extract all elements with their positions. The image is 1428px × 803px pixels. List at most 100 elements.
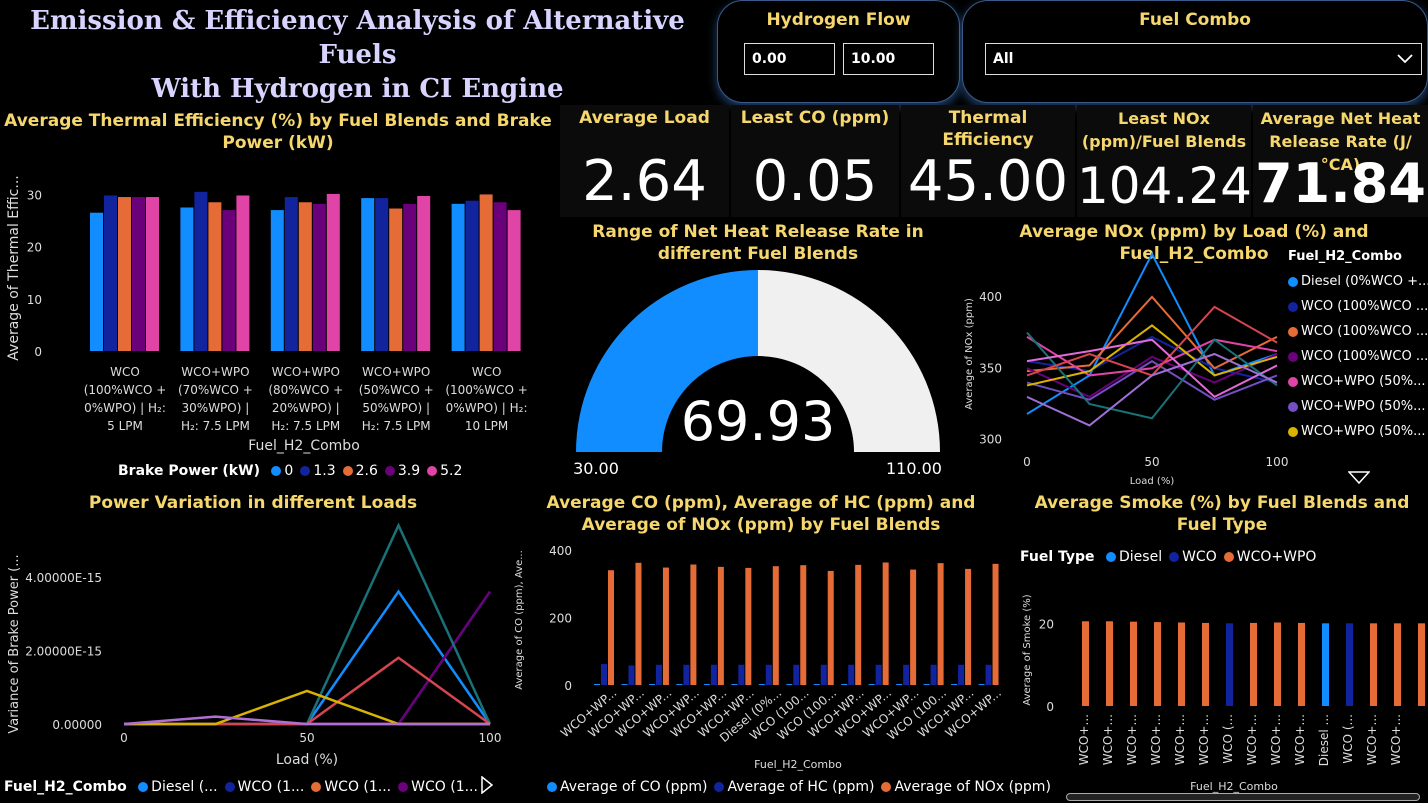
bar [284,197,298,351]
legend-label[interactable]: Average of NOx (ppm) [894,779,1051,795]
kpi-label: Thermal Efficiency [942,108,1034,150]
net-heat-gauge: 69.93 30.00 110.00 [573,270,942,478]
legend-items: Diesel (... WCO (1... WCO (1... WCO (1... [131,779,478,795]
legend-dot [1288,351,1298,362]
bar [621,684,628,685]
scroll-down-arrow-icon[interactable] [1348,471,1370,485]
y-tick-label: 2.00000E-15 [25,644,102,658]
legend-label[interactable]: WCO (1... [324,779,392,795]
legend-item[interactable]: WCO (100%WCO ... [1288,299,1428,314]
title-line-2: With Hydrogen in CI Engine [151,74,564,104]
legend-dot [1288,301,1298,312]
legend-item[interactable]: WCO (100%WCO ... [1288,324,1428,339]
legend-label[interactable]: WCO [1182,549,1217,565]
x-tick-label: WCO+... [1149,714,1163,765]
legend-label: WCO+WPO (50%... [1301,399,1426,414]
x-tick-label: 0%WPO) | H₂: [446,401,528,415]
bar [1370,623,1377,706]
y-tick-label: 350 [979,361,1002,375]
legend-label[interactable]: WCO+WPO [1236,549,1317,565]
legend-dot [300,466,311,476]
bar [403,203,417,351]
legend-items: Average of CO (ppm) Average of HC (ppm) Av… [540,779,1051,795]
bar [635,562,642,685]
thermal-efficiency-chart: 0 10 20 30 Average of Thermal Effic... WCO (10… [6,175,528,454]
legend-label: Diesel (0%WCO +... [1301,274,1428,289]
legend-label: WCO+WPO (50%... [1301,424,1426,439]
x-tick-label: 50 [299,731,314,745]
legend-label[interactable]: WCO (1... [411,779,478,795]
bar [417,196,431,351]
x-tick-label: WCO+WPO [181,365,249,379]
legend-dot [138,782,149,792]
bar [132,197,145,351]
bar [1346,623,1353,706]
y-tick-label: 10 [27,293,42,307]
x-tick-label: 20%WPO) | [272,401,340,415]
legend-dot [427,466,438,476]
bar [841,684,848,685]
bar [1178,622,1185,706]
bar [1130,621,1137,706]
kpi-label: Average Net Heat Release Rate (J/°CA) [1260,109,1421,174]
legend-dot [1106,552,1116,562]
horizontal-scrollbar[interactable] [1066,793,1420,801]
x-tick-label: 100 [1266,455,1288,469]
bar [786,684,793,685]
kpi-least-co: Least CO (ppm) 0.05 [731,105,899,217]
hydrogen-max-input[interactable]: 10.00 [843,43,934,75]
series-line [1026,336,1278,377]
x-tick-label: WCO+... [1365,714,1379,765]
bar [601,664,607,685]
bar [690,564,697,685]
emissions-title: Average CO (ppm), Average of HC (ppm) an… [546,493,976,535]
legend-dot [1169,552,1180,562]
hydrogen-min-input[interactable]: 0.00 [744,43,835,75]
legend-label[interactable]: 2.6 [355,463,378,479]
legend-label[interactable]: WCO (1... [237,779,305,795]
y-tick-label: 400 [549,544,572,558]
hydrogen-flow-slicer: Hydrogen Flow 0.00 10.00 [717,0,960,103]
bar [375,198,389,351]
bar [710,664,717,685]
legend-item[interactable]: WCO+WPO (50%... [1288,399,1428,414]
legend-label: WCO (100%WCO ... [1301,324,1428,339]
kpi-thermal-efficiency: Thermal Efficiency 45.00 [901,105,1075,217]
legend-dot [342,466,353,476]
legend-item[interactable]: Diesel (0%WCO +... [1288,274,1428,289]
bar [662,567,669,685]
kpi-value: 71.84 [1255,152,1426,215]
bar [951,684,958,685]
bar [703,684,710,685]
legend-label[interactable]: Average of HC (ppm) [727,779,875,795]
legend-title: Brake Power (kW) [118,463,260,479]
series-line [123,715,490,726]
legend-label[interactable]: Diesel [1119,549,1163,565]
nox-line-chart: 300 350 400 0 50 100 Load (%) Average of NOx (p… [964,251,1288,487]
legend-label[interactable]: 1.3 [313,463,336,479]
legend-label[interactable]: 5.2 [440,463,463,479]
legend-item[interactable]: WCO+WPO (50%... [1288,424,1428,439]
legend-item[interactable]: WCO (100%WCO ... [1288,349,1428,364]
bar [896,684,903,685]
bar [326,193,340,351]
series-line [1026,295,1278,373]
bar [1322,623,1329,706]
bar [493,202,507,351]
scroll-right-arrow-icon[interactable] [480,776,494,794]
legend-label[interactable]: Diesel (... [151,779,218,795]
bar [978,684,985,685]
bar [608,570,614,685]
legend-label[interactable]: 0 [284,463,294,479]
legend-item[interactable]: WCO+WPO (50%... [1288,374,1428,389]
legend-label[interactable]: Average of CO (ppm) [560,779,708,795]
bar [594,684,600,685]
kpi-least-nox: Least NOx (ppm)/Fuel Blends 104.24 [1077,105,1251,217]
x-tick-label: (80%WCO + [268,383,343,397]
legend-label[interactable]: 3.9 [397,463,421,479]
bar [104,195,117,351]
bar [465,200,479,351]
fuel-combo-dropdown[interactable]: All [985,43,1422,75]
bar [1202,622,1209,706]
x-tick-label: WCO [472,365,502,379]
